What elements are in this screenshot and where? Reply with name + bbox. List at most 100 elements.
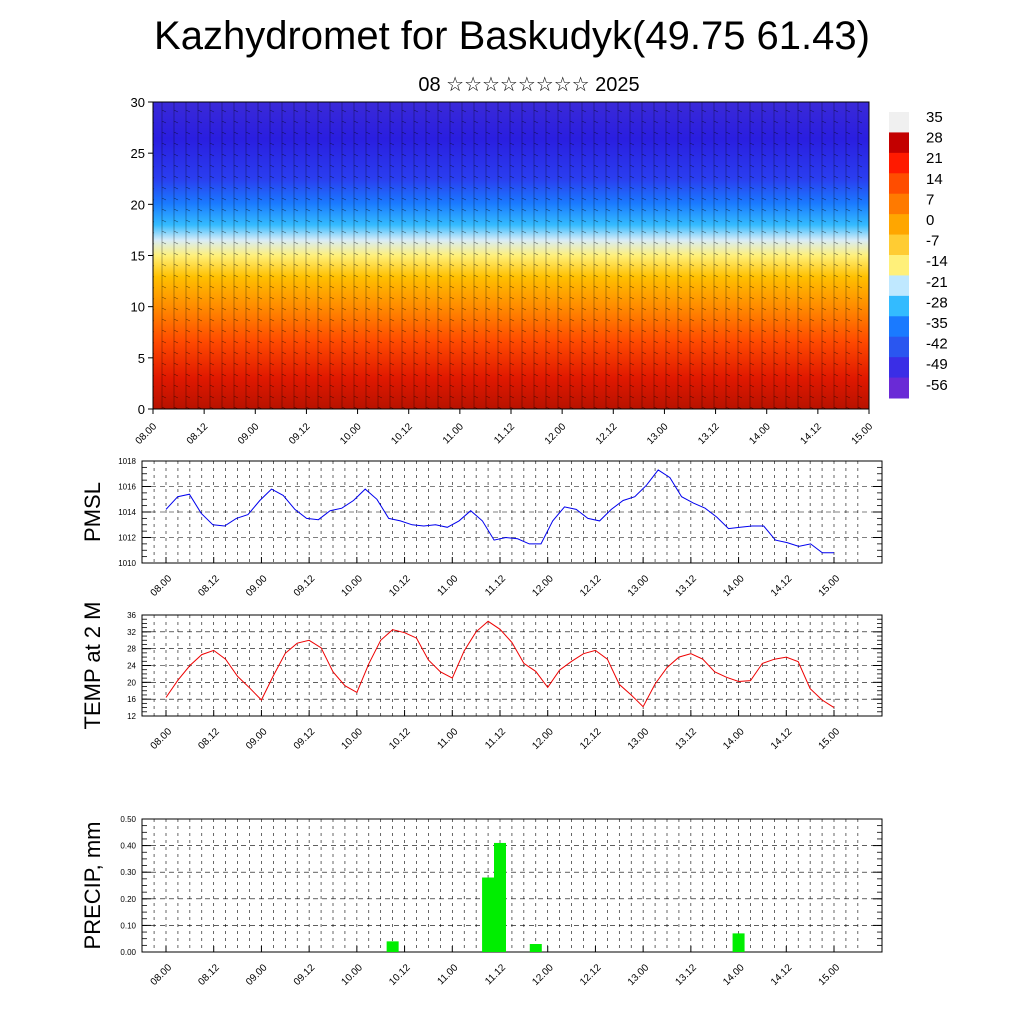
colorbar-swatch [889, 357, 909, 379]
temp-x-tick-label: 09.12 [292, 726, 318, 752]
heatmap-y-tick-label: 5 [138, 351, 145, 366]
precip-x-tick-label: 13.12 [674, 962, 700, 988]
heatmap-x-tick-label: 13.12 [696, 421, 722, 447]
pmsl-x-tick-label: 10.00 [340, 573, 366, 599]
precip-panel: 0.00 0.10 0.20 0.30 0.40 0.50 08.00 08.12 09.00 0… [80, 815, 883, 988]
heatmap-y-tick-label: 10 [131, 300, 145, 315]
heatmap-x-tick-label: 12.12 [594, 421, 620, 447]
precip-x-tick-label: 09.12 [292, 962, 318, 988]
pmsl-y-tick-label: 1016 [118, 483, 136, 492]
temp-y-tick-label: 32 [127, 628, 136, 637]
heatmap-y-tick-label: 20 [131, 197, 145, 212]
colorbar-label: -49 [926, 356, 948, 373]
heatmap-y-tick-label: 30 [131, 95, 145, 110]
precip-y-tick-label: 0.30 [120, 868, 136, 877]
pmsl-x-tick-label: 14.00 [721, 573, 747, 599]
colorbar-swatch [889, 336, 909, 358]
pmsl-x-tick-label: 08.12 [196, 573, 222, 599]
pmsl-x-tick-label: 11.12 [483, 573, 508, 598]
temp-x-tick-label: 08.12 [196, 726, 222, 752]
heatmap-x-tick-label: 10.12 [389, 421, 415, 447]
heatmap-x-tick-label: 10.00 [338, 421, 364, 447]
temp-y-tick-label: 20 [127, 678, 136, 687]
heatmap-panel: 0 5 10 15 20 25 30 08.00 08.12 09.00 09.12 10.00 10… [131, 95, 876, 447]
pmsl-x-tick-label: 10.12 [387, 573, 413, 599]
temp-series-line [165, 620, 835, 709]
precip-bar [494, 842, 506, 952]
heatmap-x-tick-label: 09.12 [287, 421, 313, 447]
colorbar-swatch [889, 193, 909, 215]
temp-y-tick-label: 28 [127, 645, 136, 654]
pmsl-series-line [165, 469, 834, 554]
precip-x-tick-label: 09.00 [244, 962, 270, 988]
colorbar-label: 14 [926, 171, 943, 188]
precip-x-tick-label: 13.00 [626, 962, 652, 988]
colorbar-swatch [889, 316, 909, 338]
temp-x-tick-label: 11.00 [435, 726, 460, 751]
colorbar-label: -21 [926, 274, 948, 291]
colorbar-swatch [889, 152, 909, 174]
colorbar-swatch [889, 377, 909, 399]
pmsl-x-tick-label: 09.12 [292, 573, 318, 599]
pmsl-y-tick-label: 1018 [118, 457, 136, 466]
pmsl-x-tick-label: 15.00 [817, 573, 843, 599]
colorbar-label: 21 [926, 150, 943, 167]
pmsl-panel: 1010 1012 1014 1016 1018 08.00 08.12 09.00 09.12… [80, 457, 883, 599]
temp-y-tick-label: 12 [127, 712, 136, 721]
colorbar-label: 28 [926, 130, 943, 147]
colorbar-swatch [889, 173, 909, 195]
pmsl-y-tick-label: 1012 [118, 534, 136, 543]
precip-x-tick-label: 15.00 [817, 962, 843, 988]
temp-y-axis-label: TEMP at 2 M [80, 602, 105, 730]
temp-x-tick-label: 14.00 [721, 726, 747, 752]
colorbar-label: 35 [926, 109, 943, 126]
colorbar-swatch [889, 255, 909, 276]
temp-x-tick-label: 09.00 [244, 726, 270, 752]
precip-y-tick-label: 0.50 [120, 815, 136, 824]
pmsl-x-tick-label: 11.00 [435, 573, 460, 598]
pmsl-x-tick-label: 12.12 [578, 573, 604, 599]
pmsl-y-axis-label: PMSL [80, 482, 105, 542]
precip-x-tick-label: 10.12 [387, 962, 413, 988]
temp-x-tick-label: 14.12 [769, 726, 795, 752]
precip-bar [529, 944, 542, 952]
heatmap-x-tick-label: 13.00 [645, 421, 671, 447]
colorbar-label: -14 [926, 253, 948, 270]
pmsl-x-tick-label: 09.00 [244, 573, 270, 599]
pmsl-x-tick-label: 08.00 [149, 573, 175, 599]
precip-bar [482, 877, 495, 952]
page-subtitle: 08 ☆☆☆☆☆☆☆☆ 2025 [418, 74, 640, 96]
precip-y-axis-label: PRECIP, mm [80, 822, 105, 950]
precip-y-tick-label: 0.20 [120, 895, 136, 904]
heatmap-x-tick-label: 11.00 [441, 421, 466, 446]
temp-x-tick-label: 12.12 [578, 726, 604, 752]
temp-panel: 12 16 20 24 28 32 36 08.00 08.12 09.00 09.12 10.00 1… [80, 602, 883, 752]
precip-x-tick-label: 08.00 [149, 962, 175, 988]
precip-y-tick-label: 0.40 [120, 842, 136, 851]
heatmap-x-tick-label: 14.00 [747, 421, 773, 447]
precip-x-tick-label: 12.00 [530, 962, 556, 988]
colorbar-label: -35 [926, 315, 948, 332]
precip-x-tick-label: 12.12 [578, 962, 604, 988]
temp-x-tick-label: 12.00 [530, 726, 556, 752]
colorbar-swatch [889, 214, 909, 236]
precip-y-tick-label: 0.10 [120, 921, 136, 930]
heatmap-x-tick-label: 14.12 [799, 421, 825, 447]
colorbar-swatch [889, 234, 909, 256]
heatmap-x-tick-label: 11.12 [492, 421, 517, 446]
colorbar-swatch [889, 275, 909, 297]
temp-y-tick-label: 16 [127, 695, 136, 704]
pmsl-y-tick-label: 1014 [118, 508, 136, 517]
temp-x-tick-label: 10.12 [387, 726, 413, 752]
temp-x-tick-label: 08.00 [149, 726, 175, 752]
colorbar-label: -56 [926, 377, 948, 394]
heatmap-y-tick-label: 15 [131, 249, 145, 264]
precip-x-tick-label: 11.00 [435, 962, 460, 987]
temp-x-tick-label: 13.00 [626, 726, 652, 752]
colorbar-label: 0 [926, 212, 934, 229]
pmsl-x-tick-label: 14.12 [769, 573, 795, 599]
colorbar-swatch [889, 132, 909, 154]
heatmap-x-tick-label: 15.00 [850, 421, 876, 447]
temp-y-tick-label: 24 [127, 662, 136, 671]
wind-barbs-layer [153, 102, 869, 409]
